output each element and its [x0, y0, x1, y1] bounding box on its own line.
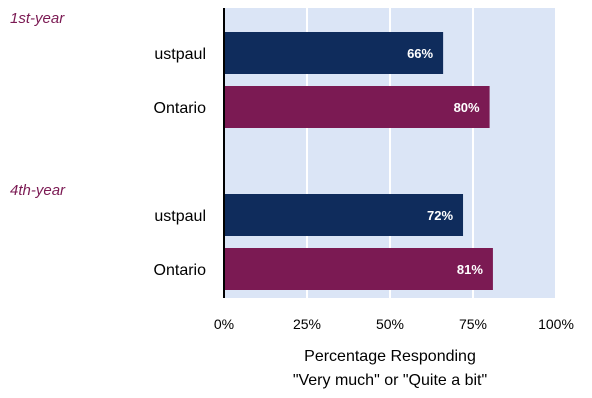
- category-label: Ontario: [154, 262, 207, 279]
- category-label: ustpaul: [154, 46, 206, 63]
- x-tick-label: 75%: [459, 316, 487, 332]
- bar: [224, 194, 464, 236]
- bar: [224, 32, 444, 74]
- x-tick-label: 50%: [376, 316, 404, 332]
- category-label: Ontario: [154, 100, 207, 117]
- x-tick-label: 100%: [538, 316, 574, 332]
- category-label: ustpaul: [154, 208, 206, 225]
- bar: [224, 86, 490, 128]
- bar-value-label: 66%: [407, 46, 433, 61]
- group-label: 1st-year: [10, 10, 65, 27]
- x-tick-label: 25%: [293, 316, 321, 332]
- x-axis-label-line1: Percentage Responding: [304, 348, 476, 365]
- x-axis-label-line2: "Very much" or "Quite a bit": [293, 372, 487, 389]
- category-labels: ustpaul Ontario ustpaul Ontario: [154, 46, 207, 279]
- group-label: 4th-year: [10, 182, 66, 199]
- x-tick-labels: 0% 25% 50% 75% 100%: [214, 316, 574, 332]
- bar-value-label: 81%: [457, 262, 483, 277]
- bar: [224, 248, 493, 290]
- bars: 66% 80% 72% 81%: [224, 32, 493, 290]
- group-labels: 1st-year 4th-year: [10, 10, 66, 199]
- bar-value-label: 72%: [427, 208, 453, 223]
- x-tick-label: 0%: [214, 316, 234, 332]
- bar-value-label: 80%: [454, 100, 480, 115]
